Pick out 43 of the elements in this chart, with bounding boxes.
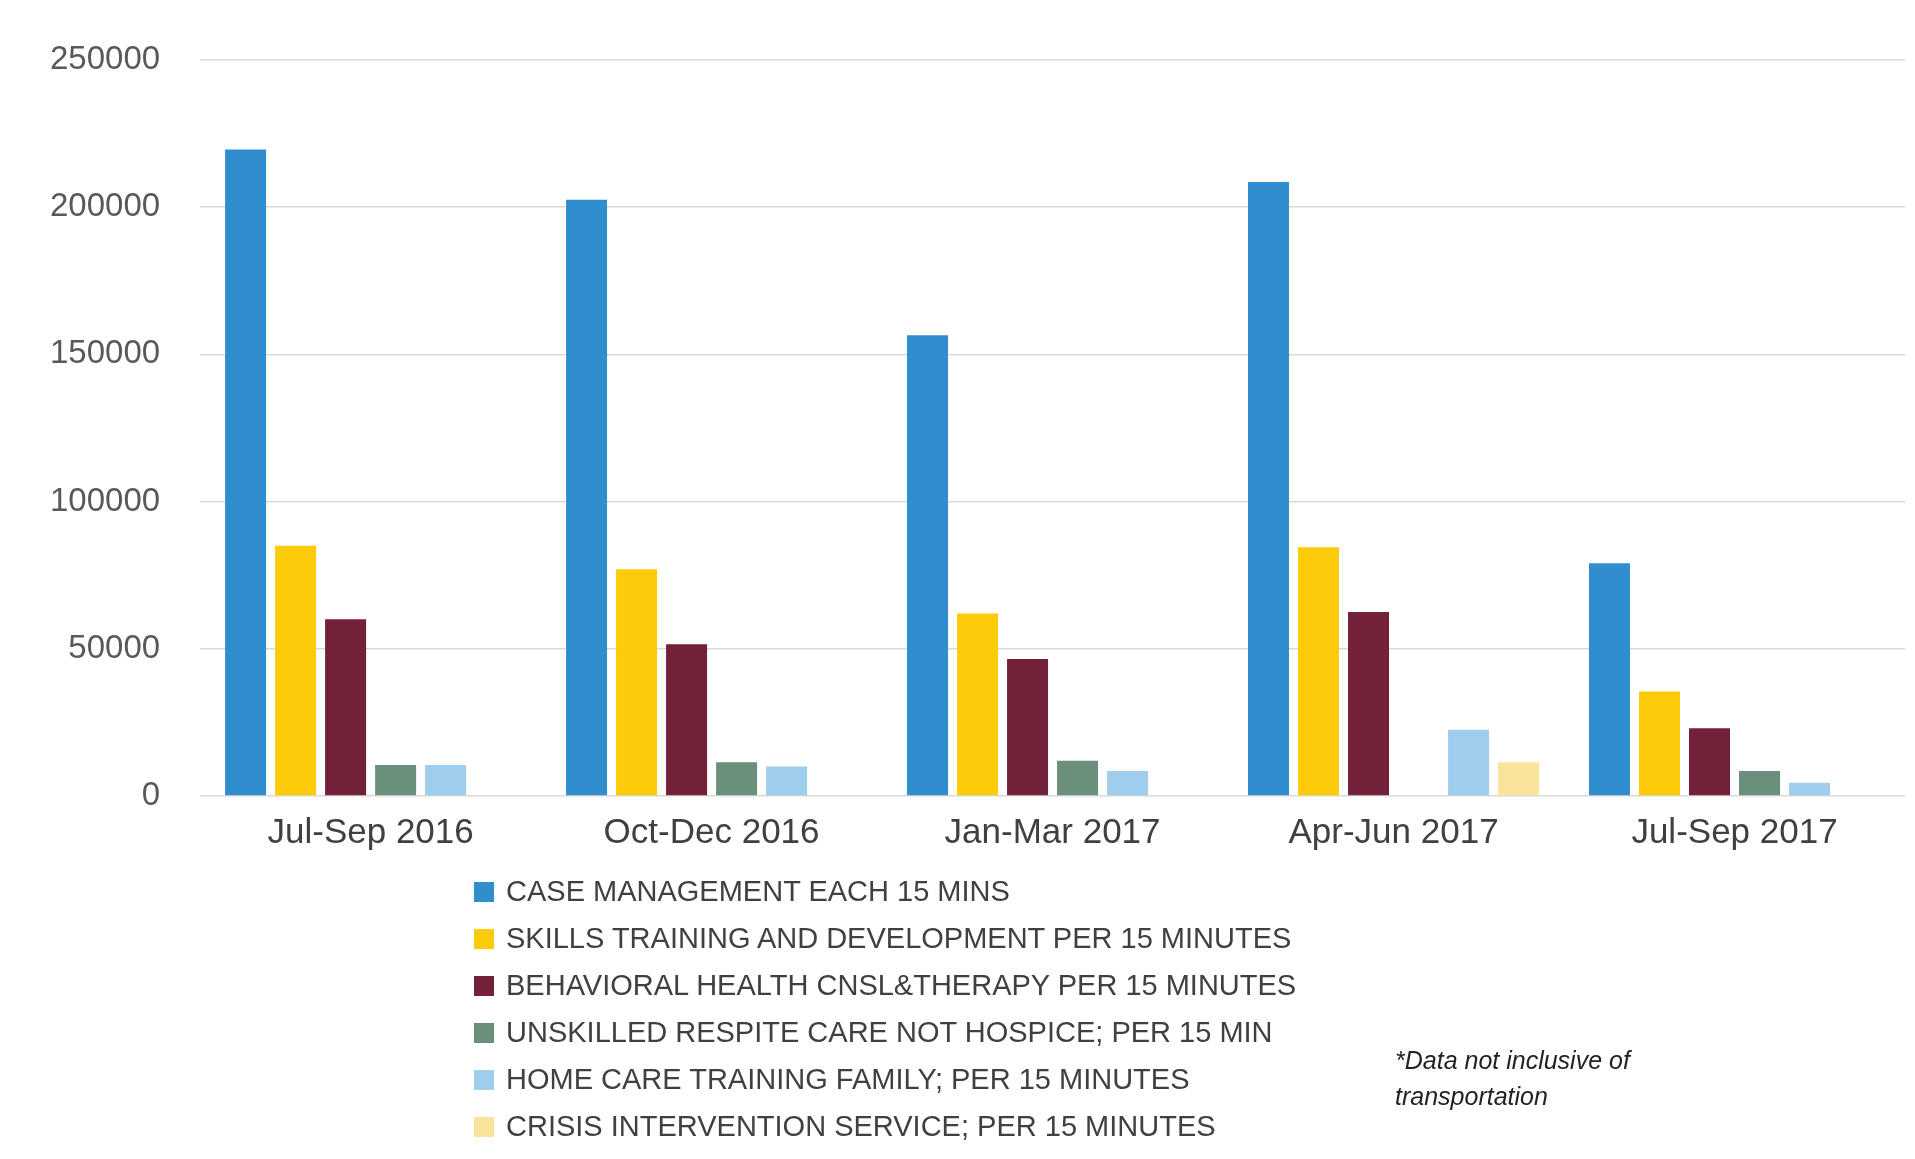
bar	[1248, 182, 1290, 796]
bar	[616, 569, 658, 796]
bar	[1498, 762, 1540, 796]
bar	[1588, 563, 1630, 796]
bar	[907, 335, 949, 796]
legend-label: CRISIS INTERVENTION SERVICE; PER 15 MINUTES	[506, 1110, 1216, 1143]
y-tick-label: 50000	[68, 627, 161, 665]
y-tick-label: 100000	[49, 480, 161, 518]
bar	[275, 545, 317, 796]
text: *Data not inclusive of transportation	[1395, 1045, 1633, 1112]
bar	[325, 619, 367, 796]
bar	[1007, 659, 1049, 796]
bar	[666, 644, 708, 796]
bar	[425, 765, 467, 796]
legend-label: BEHAVIORAL HEALTH CNSL&THERAPY PER 15 MINUTES	[506, 969, 1297, 1002]
bar	[1107, 770, 1149, 796]
bar	[1057, 760, 1099, 796]
bar	[566, 199, 608, 796]
bar	[1689, 728, 1731, 796]
x-tick-label: Jan-Mar 2017	[944, 810, 1161, 850]
bar	[957, 613, 999, 796]
bar	[1298, 547, 1340, 796]
legend-label: HOME CARE TRAINING FAMILY; PER 15 MINUTES	[506, 1063, 1190, 1096]
x-tick-label: Apr-Jun 2017	[1288, 810, 1499, 850]
x-tick-label: Oct-Dec 2016	[603, 810, 820, 850]
y-tick-label: 200000	[49, 186, 161, 224]
bar	[375, 765, 417, 796]
legend-label: CASE MANAGEMENT EACH 15 MINS	[506, 875, 1010, 908]
bar	[1638, 691, 1680, 796]
y-tick-label: 250000	[49, 38, 161, 76]
bar	[1739, 770, 1781, 796]
bar	[1789, 782, 1831, 796]
bar	[225, 149, 267, 796]
legend-label: SKILLS TRAINING AND DEVELOPMENT PER 15 MINUTES	[506, 922, 1292, 955]
bar	[716, 762, 758, 796]
y-tick-label: 0	[141, 775, 161, 813]
x-tick-label: Jul-Sep 2017	[1631, 810, 1838, 850]
bar	[1448, 729, 1490, 796]
x-tick-label: Jul-Sep 2016	[267, 810, 474, 850]
bar	[766, 766, 808, 796]
legend-label: UNSKILLED RESPITE CARE NOT HOSPICE; PER 15 MIN	[506, 1016, 1273, 1049]
bar	[1348, 611, 1390, 796]
y-tick-label: 150000	[49, 333, 161, 371]
